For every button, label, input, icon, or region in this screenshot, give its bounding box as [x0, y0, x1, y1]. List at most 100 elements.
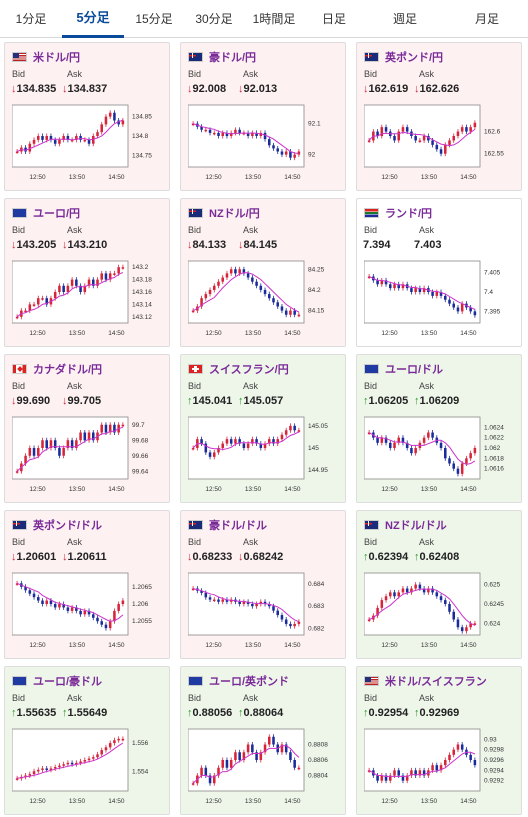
candle: [452, 463, 455, 469]
tab-6[interactable]: 週足: [392, 12, 417, 26]
mini-chart[interactable]: 92.1 92 12:50 13:50 14:50: [188, 103, 340, 187]
candle: [460, 744, 464, 750]
mini-chart[interactable]: 145.05 145 144.95 12:50 13:50 14:50: [188, 415, 340, 499]
chart-svg: 99.7 99.68 99.66 99.64 12:50 13:50 14:50: [12, 416, 149, 493]
currency-pair[interactable]: 米ドル/円: [12, 49, 80, 65]
candle: [401, 588, 405, 593]
mini-chart[interactable]: 1.556 1.554 12:50 13:50 14:50: [12, 727, 164, 811]
plot-area: [12, 260, 129, 324]
ask-value: 0.62408: [419, 551, 460, 563]
candle: [117, 738, 120, 741]
tab-0[interactable]: 1分足: [15, 12, 47, 26]
candle: [448, 754, 451, 760]
plot-area: [12, 572, 129, 636]
candle: [389, 284, 392, 289]
tab-3[interactable]: 30分足: [195, 12, 233, 26]
candle: [87, 432, 91, 441]
currency-pair[interactable]: NZドル/円: [188, 205, 260, 221]
candle: [242, 443, 246, 448]
currency-card[interactable]: 英ポンド/円 Bid Ask ↓162.619 ↓162.626 162.6 162.55 1…: [356, 42, 522, 191]
currency-card[interactable]: 英ポンド/ドル Bid Ask ↓1.20601 ↓1.20611 1.2065 1.206…: [4, 510, 170, 659]
plot-area: [188, 416, 305, 480]
candle: [225, 599, 229, 602]
moving-average-line: [368, 128, 476, 147]
down-arrow-icon: ↓: [363, 83, 369, 95]
tab-1[interactable]: 5分足: [62, 0, 124, 38]
down-arrow-icon: ↓: [62, 551, 68, 563]
mini-chart[interactable]: 0.625 0.6245 0.624 12:50 13:50 14:50: [364, 571, 516, 655]
tab-2[interactable]: 15分足: [135, 12, 173, 26]
candle: [217, 281, 220, 286]
currency-card[interactable]: 米ドル/スイスフラン Bid Ask ↑0.92954 ↑0.92969 0.93 0.92…: [356, 666, 522, 815]
currency-pair[interactable]: 英ポンド/ドル: [12, 517, 102, 533]
currency-card[interactable]: ユーロ/円 Bid Ask ↓143.205 ↓143.210 143.2 143.18 14…: [4, 198, 170, 347]
ask-label: Ask: [67, 69, 83, 79]
candle: [460, 303, 464, 312]
x-tick-label: 12:50: [29, 486, 46, 493]
mini-chart[interactable]: 0.93 0.9298 0.9296 0.9294 0.9292 12:50 13:50 14…: [364, 727, 516, 811]
currency-card[interactable]: カナダドル/円 Bid Ask ↓99.690 ↓99.705 99.7 99.68 99.6…: [4, 354, 170, 503]
candle: [121, 424, 125, 427]
currency-pair[interactable]: ユーロ/円: [12, 205, 80, 221]
currency-card[interactable]: 豪ドル/ドル Bid Ask ↓0.68233 ↓0.68242 0.684 0.683 0.…: [180, 510, 346, 659]
currency-card[interactable]: スイスフラン/円 Bid Ask ↑145.041 ↑145.057 145.05 145 1…: [180, 354, 346, 503]
x-tick-label: 14:50: [460, 642, 477, 649]
mini-chart[interactable]: 1.2065 1.206 1.2055 12:50 13:50 14:50: [12, 571, 164, 655]
tab-7[interactable]: 月足: [474, 12, 499, 26]
candle: [284, 151, 288, 155]
currency-pair[interactable]: ユーロ/豪ドル: [12, 673, 102, 689]
currency-pair[interactable]: スイスフラン/円: [188, 361, 289, 377]
mini-chart[interactable]: 7.405 7.4 7.395 12:50 13:50 14:50: [364, 259, 516, 343]
currency-pair[interactable]: 豪ドル/ドル: [188, 517, 267, 533]
ask-price: ↑0.62408: [414, 551, 459, 563]
tab-5[interactable]: 日足: [321, 12, 346, 26]
currency-pair[interactable]: 豪ドル/円: [188, 49, 256, 65]
currency-pair[interactable]: 米ドル/スイスフラン: [364, 673, 487, 689]
candle: [422, 437, 426, 443]
currency-card[interactable]: 豪ドル/円 Bid Ask ↓92.008 ↓92.013 92.1 92 12:50 13:5…: [180, 42, 346, 191]
x-tick-label: 13:50: [421, 642, 438, 649]
tab-4[interactable]: 1時間足: [252, 12, 296, 26]
candle: [15, 151, 19, 153]
currency-pair[interactable]: ユーロ/英ポンド: [188, 673, 289, 689]
candle: [473, 122, 477, 128]
pair-label: NZドル/円: [209, 208, 260, 220]
uk-flag-icon: [364, 52, 379, 62]
currency-card[interactable]: ユーロ/豪ドル Bid Ask ↑1.55635 ↑1.55649 1.556 1.554 1…: [4, 666, 170, 815]
candle: [297, 767, 301, 770]
currency-card[interactable]: ユーロ/ドル Bid Ask ↑1.06205 ↑1.06209 1.0624 1.0622…: [356, 354, 522, 503]
currency-card[interactable]: 米ドル/円 Bid Ask ↓134.835 ↓134.837 134.85 134.8 13…: [4, 42, 170, 191]
currency-pair[interactable]: 英ポンド/円: [364, 49, 443, 65]
candle: [376, 280, 379, 285]
candle: [376, 775, 379, 781]
down-arrow-icon: ↓: [62, 239, 68, 251]
mini-chart[interactable]: 99.7 99.68 99.66 99.64 12:50 13:50 14:50: [12, 415, 164, 499]
candle: [460, 627, 464, 632]
currency-pair[interactable]: NZドル/ドル: [364, 517, 447, 533]
mini-chart[interactable]: 1.0624 1.0622 1.062 1.0618 1.0616 12:50 13:50 1…: [364, 415, 516, 499]
currency-pair[interactable]: ユーロ/ドル: [364, 361, 443, 377]
currency-card[interactable]: NZドル/ドル Bid Ask ↑0.62394 ↑0.62408 0.625 0.6245…: [356, 510, 522, 659]
candle: [284, 744, 288, 753]
mini-chart[interactable]: 134.85 134.8 134.75 12:50 13:50 14:50: [12, 103, 164, 187]
mini-chart[interactable]: 143.2 143.18 143.16 143.14 143.12 12:50 13:50 1…: [12, 259, 164, 343]
candle: [367, 140, 371, 142]
mini-chart[interactable]: 0.8808 0.8806 0.8804 12:50 13:50 14:50: [188, 727, 340, 811]
candle: [87, 610, 91, 615]
mini-chart[interactable]: 0.684 0.683 0.682 12:50 13:50 14:50: [188, 571, 340, 655]
currency-card[interactable]: ユーロ/英ポンド Bid Ask ↑0.88056 ↑0.88064 0.8808 0.88…: [180, 666, 346, 815]
currency-pair[interactable]: カナダドル/円: [12, 361, 102, 377]
moving-average-line: [368, 276, 476, 310]
candle: [456, 744, 460, 750]
candle: [456, 468, 460, 474]
mini-chart[interactable]: 84.25 84.2 84.15 12:50 13:50 14:50: [188, 259, 340, 343]
currency-card[interactable]: ランド/円 Bid Ask 7.394 7.403 7.405 7.4 7.395 12:50 1…: [356, 198, 522, 347]
ca-flag-icon: [12, 364, 27, 374]
mini-chart[interactable]: 162.6 162.55 12:50 13:50 14:50: [364, 103, 516, 187]
y-tick-label: 143.14: [132, 301, 152, 308]
currency-pair[interactable]: ランド/円: [364, 205, 432, 221]
currency-card[interactable]: NZドル/円 Bid Ask ↓84.133 ↓84.145 84.25 84.2 84.15…: [180, 198, 346, 347]
plot-area: [188, 260, 305, 324]
bid-label: Bid: [12, 225, 26, 235]
bid-value: 1.55635: [16, 707, 57, 719]
